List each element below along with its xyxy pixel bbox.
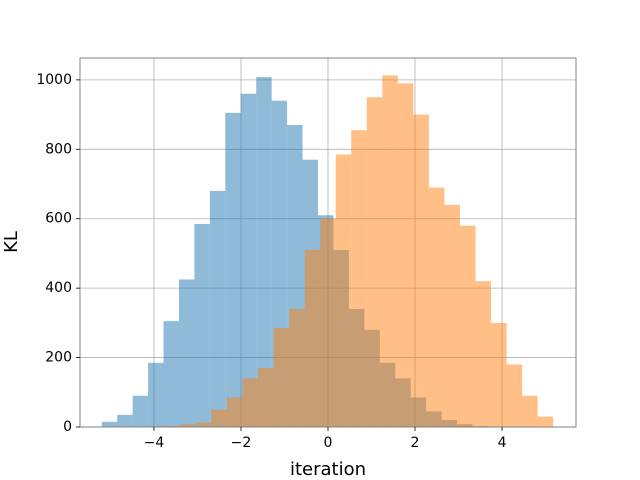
histogram-bar	[258, 367, 274, 427]
histogram-bar	[366, 97, 383, 428]
histogram-bar	[211, 409, 227, 427]
histogram-bar	[178, 279, 195, 427]
histogram-bar	[226, 397, 243, 427]
histogram-bar	[320, 218, 336, 427]
histogram-bar	[164, 425, 181, 427]
histogram-bar	[382, 75, 398, 427]
x-tick-label: 2	[411, 435, 420, 451]
histogram-bar	[459, 225, 476, 427]
histogram-bar	[397, 83, 414, 427]
histogram-bar	[475, 281, 492, 427]
histogram-bar	[117, 414, 133, 427]
histogram-bar	[491, 322, 507, 427]
histogram-bar	[194, 223, 210, 427]
histogram-bar	[444, 204, 460, 427]
y-tick-label: 400	[45, 280, 72, 296]
y-tick-label: 800	[45, 141, 72, 157]
histogram-bar	[289, 308, 305, 427]
histogram-bar	[240, 93, 257, 428]
x-tick-label: −4	[144, 435, 165, 451]
histogram-bar	[256, 77, 272, 427]
histogram-bar	[522, 395, 538, 427]
histogram-bar	[537, 416, 554, 427]
x-tick-label: 0	[324, 435, 333, 451]
histogram-bar	[506, 364, 523, 427]
bars	[101, 75, 554, 428]
histogram-bar	[163, 321, 179, 427]
histogram-bar	[132, 395, 149, 427]
histogram-bar	[180, 424, 196, 427]
histogram-bar	[273, 328, 290, 427]
y-axis-label: KL	[1, 231, 22, 253]
histogram-bar	[351, 130, 367, 428]
y-tick-label: 0	[63, 419, 72, 435]
histogram-bar	[304, 249, 321, 427]
histogram-bar	[413, 114, 429, 428]
x-axis-label: iteration	[290, 459, 366, 480]
histogram-bar	[195, 422, 212, 427]
y-tick-label: 1000	[36, 72, 72, 88]
histogram-bar	[225, 112, 241, 428]
histogram-bar	[242, 378, 259, 427]
x-tick-label: −2	[231, 435, 252, 451]
y-tick-label: 200	[45, 350, 72, 366]
histogram-bar	[335, 154, 352, 427]
histogram-bar	[101, 421, 118, 427]
y-tick-label: 600	[45, 211, 72, 227]
histogram-bar	[428, 187, 445, 427]
x-tick-label: 4	[498, 435, 507, 451]
histogram-bar	[148, 362, 164, 427]
histogram-bar	[209, 190, 226, 427]
